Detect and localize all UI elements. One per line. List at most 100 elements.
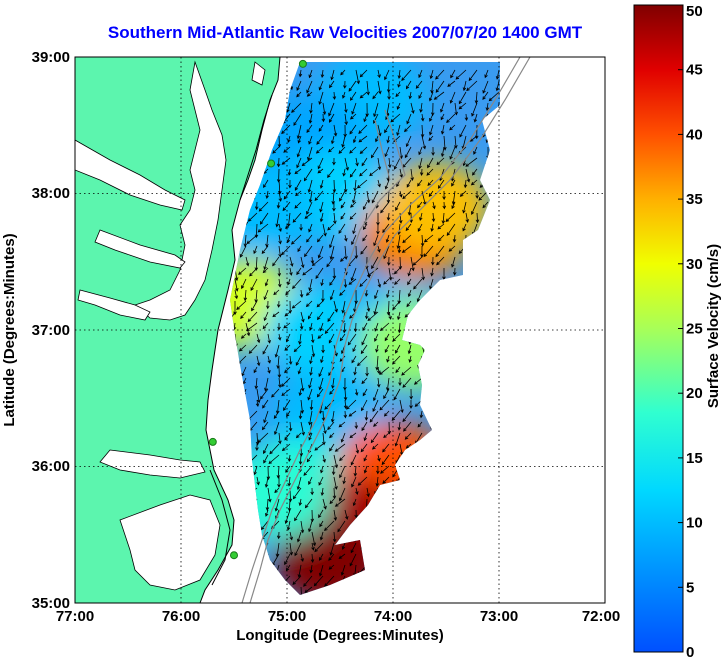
velocity-vector: [374, 322, 379, 332]
velocity-vector: [300, 520, 305, 534]
velocity-vector: [268, 454, 280, 465]
velocity-vector: [322, 223, 327, 237]
velocity-vector: [320, 465, 324, 474]
velocity-vector: [333, 124, 338, 137]
velocity-vector: [294, 179, 302, 191]
velocity-vector: [342, 322, 347, 334]
velocity-vector: [470, 179, 478, 186]
velocity-vector: [339, 465, 346, 479]
velocity-vector: [382, 443, 390, 453]
velocity-vector: [283, 322, 291, 329]
x-tick-label: 77:00: [56, 608, 94, 625]
velocity-vector: [363, 465, 368, 474]
velocity-vector: [495, 80, 500, 92]
velocity-vector: [375, 344, 379, 353]
velocity-vector: [308, 278, 313, 292]
velocity-vector: [399, 168, 403, 179]
velocity-vector: [319, 212, 324, 223]
velocity-vector: [310, 487, 314, 496]
velocity-vector: [471, 102, 478, 117]
velocity-vector: [320, 69, 325, 79]
velocity-vector: [254, 201, 259, 211]
velocity-vector: [386, 355, 390, 363]
velocity-vector: [288, 355, 293, 365]
velocity-vector: [462, 80, 467, 92]
velocity-vector: [384, 69, 390, 81]
velocity-vector: [343, 179, 348, 193]
velocity-vector: [321, 113, 326, 123]
velocity-vector: [361, 421, 368, 432]
velocity-vector: [286, 234, 291, 244]
velocity-vector: [281, 377, 291, 388]
velocity-vector: [265, 234, 269, 248]
velocity-vector: [254, 256, 259, 272]
velocity-vector: [310, 553, 315, 563]
velocity-vector: [408, 355, 412, 363]
velocity-vector: [451, 201, 456, 210]
velocity-vector: [282, 201, 291, 212]
colorbar-tick-label: 20: [686, 385, 703, 402]
velocity-vector: [437, 234, 445, 242]
velocity-vector: [464, 113, 469, 122]
velocity-vector: [309, 102, 313, 114]
velocity-vector: [309, 366, 313, 376]
velocity-vector: [253, 465, 258, 476]
velocity-vector: [304, 586, 313, 594]
velocity-vector: [275, 212, 280, 228]
velocity-vector: [309, 399, 314, 411]
velocity-vector: [286, 410, 291, 418]
radar-station-marker: [208, 437, 217, 446]
velocity-vector: [249, 267, 258, 277]
velocity-vector: [386, 289, 390, 299]
velocity-vector: [299, 289, 304, 298]
velocity-vector: [377, 179, 381, 188]
velocity-vector: [382, 223, 390, 233]
velocity-vector: [423, 245, 434, 258]
velocity-vector: [260, 520, 269, 531]
velocity-vector: [437, 223, 445, 230]
velocity-vector: [388, 311, 392, 320]
velocity-vector: [387, 157, 392, 169]
velocity-vector: [263, 443, 269, 455]
velocity-vector: [372, 91, 379, 100]
velocity-vector: [372, 388, 379, 402]
velocity-vector: [333, 300, 338, 313]
velocity-vector: [318, 476, 324, 486]
velocity-vector: [354, 421, 359, 430]
velocity-vector: [353, 465, 358, 477]
velocity-vector: [354, 245, 359, 259]
velocity-vector: [254, 289, 258, 303]
velocity-vector: [306, 91, 313, 97]
velocity-vector: [263, 256, 269, 271]
velocity-vector: [421, 267, 425, 281]
velocity-vector: [357, 355, 368, 367]
velocity-vector: [327, 311, 335, 322]
velocity-vector: [315, 146, 324, 154]
velocity-vector: [277, 323, 281, 331]
velocity-vector: [340, 212, 346, 220]
velocity-vector: [285, 465, 291, 473]
velocity-vector: [471, 201, 478, 215]
velocity-vector: [329, 498, 335, 505]
velocity-vector: [306, 124, 313, 133]
velocity-vector: [277, 267, 282, 277]
velocity-vector: [415, 80, 423, 89]
velocity-vector: [240, 333, 247, 339]
velocity-vector: [257, 223, 269, 233]
velocity-vector: [304, 245, 313, 258]
velocity-vector: [408, 91, 413, 100]
x-axis: 77:00 76:00 75:00 74:00 73:00 72:00 Long…: [56, 608, 620, 644]
velocity-vector: [435, 69, 445, 80]
velocity-vector: [285, 289, 291, 296]
velocity-vector: [292, 487, 302, 500]
colorbar-tick-label: 25: [686, 321, 703, 338]
velocity-vector: [394, 278, 401, 285]
velocity-vector: [332, 531, 337, 543]
velocity-vector: [386, 135, 390, 144]
velocity-vector: [329, 388, 335, 395]
velocity-vector: [361, 377, 368, 385]
velocity-vector: [344, 234, 348, 242]
velocity-vector: [431, 256, 435, 266]
velocity-vector: [397, 322, 402, 334]
velocity-vector: [307, 146, 313, 161]
